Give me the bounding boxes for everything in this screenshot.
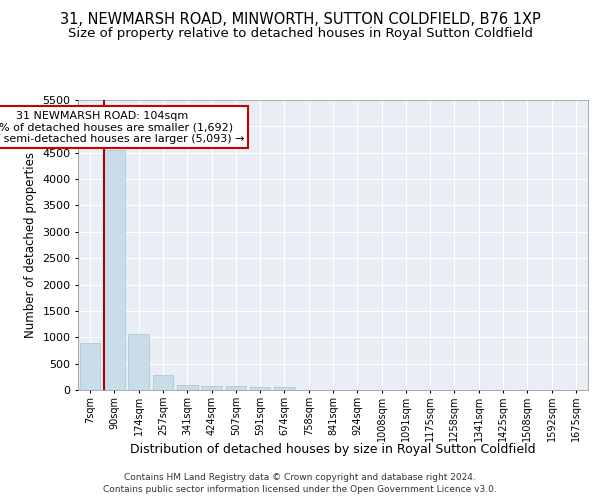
Bar: [80, 342, 100, 390]
Text: Contains HM Land Registry data © Crown copyright and database right 2024.: Contains HM Land Registry data © Crown c…: [124, 472, 476, 482]
Bar: [226, 386, 246, 390]
Y-axis label: Number of detached properties: Number of detached properties: [23, 152, 37, 338]
Text: Distribution of detached houses by size in Royal Sutton Coldfield: Distribution of detached houses by size …: [130, 442, 536, 456]
Bar: [104, 150, 125, 390]
Bar: [128, 334, 149, 390]
Text: Size of property relative to detached houses in Royal Sutton Coldfield: Size of property relative to detached ho…: [67, 28, 533, 40]
Bar: [177, 384, 197, 390]
Bar: [250, 387, 271, 390]
Text: Contains public sector information licensed under the Open Government Licence v3: Contains public sector information licen…: [103, 485, 497, 494]
Bar: [152, 374, 173, 390]
Text: 31, NEWMARSH ROAD, MINWORTH, SUTTON COLDFIELD, B76 1XP: 31, NEWMARSH ROAD, MINWORTH, SUTTON COLD…: [59, 12, 541, 28]
Bar: [201, 386, 222, 390]
Bar: [274, 388, 295, 390]
Text: 31 NEWMARSH ROAD: 104sqm
← 25% of detached houses are smaller (1,692)
74% of sem: 31 NEWMARSH ROAD: 104sqm ← 25% of detach…: [0, 110, 244, 144]
